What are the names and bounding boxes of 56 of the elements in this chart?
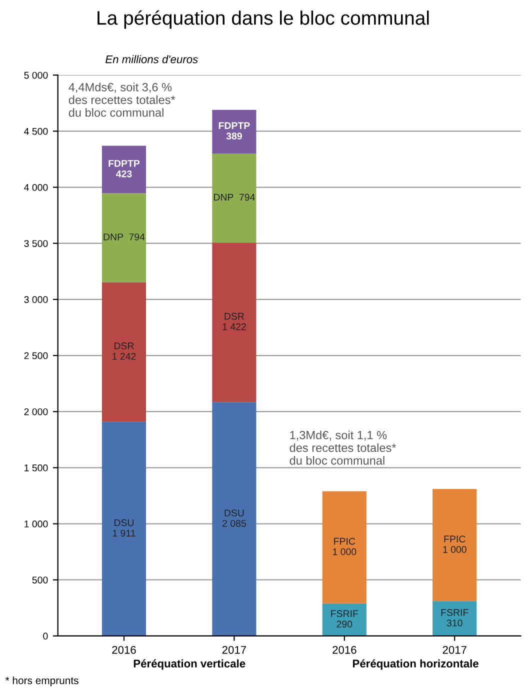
series-label: FDPTP — [218, 122, 250, 129]
series-label: FSRIF — [331, 610, 358, 618]
text: DNP 794 — [104, 233, 145, 240]
data-label: 1 422 — [222, 323, 246, 330]
x-tick-label: 2017 — [442, 646, 466, 654]
bar — [432, 489, 477, 602]
data-label: 290 — [336, 620, 352, 628]
text: DSR — [224, 312, 244, 320]
text: DSU — [114, 519, 134, 526]
data-label: 1 911 — [112, 530, 136, 537]
data-label: 1 000 — [332, 548, 356, 556]
text: En millions d'euros — [106, 55, 198, 64]
text: FPIC — [444, 536, 466, 542]
data-label: 389 — [226, 132, 242, 140]
y-tick-label: 0 — [43, 632, 48, 640]
y-tick-label: 4 000 — [24, 184, 48, 191]
data-label: 1 242 — [112, 352, 136, 360]
series-label: DSU — [224, 510, 244, 516]
chart-title: La péréquation dans le bloc communal — [98, 10, 429, 29]
bar — [322, 491, 366, 604]
text: Péréquation verticale — [134, 659, 246, 670]
text: DNP 794 — [214, 194, 255, 201]
bar — [212, 402, 256, 636]
text: FDPTP — [108, 160, 140, 167]
y-tick-label: 3 000 — [24, 296, 48, 304]
bar — [432, 601, 477, 636]
bar — [322, 603, 366, 636]
y-tick-label: 1 000 — [24, 520, 48, 528]
bar — [212, 154, 256, 243]
series-label: FPIC — [334, 538, 356, 545]
x-tick-label: 2016 — [332, 646, 356, 654]
bar — [102, 282, 146, 422]
text: * hors emprunts — [5, 676, 78, 686]
x-tick-label: 2016 — [112, 646, 136, 654]
text: Péréquation horizontale — [353, 659, 478, 670]
annotation: 1,3Md€, soit 1,1 % des recettes totales* du bloc communal — [290, 430, 396, 465]
data-label: 1 000 — [443, 546, 466, 553]
data-label: 310 — [446, 620, 462, 626]
series-label: DSR — [114, 342, 134, 350]
annotation: 4,4Mds€, soit 3,6 % des recettes totales* du bloc communal — [68, 82, 176, 117]
y-tick-label: 1 500 — [24, 464, 48, 472]
data-label: 2 085 — [222, 520, 246, 527]
text: FSRIF — [441, 609, 468, 616]
y-tick-label: 500 — [32, 576, 48, 584]
bar — [102, 422, 146, 636]
y-tick-label: 4 500 — [24, 128, 48, 135]
y-tick-label: 2 000 — [24, 408, 48, 416]
bar — [212, 110, 256, 154]
bar — [212, 242, 256, 402]
y-tick-label: 2 500 — [24, 352, 48, 360]
y-tick-label: 5 000 — [24, 72, 48, 79]
x-tick-label: 2017 — [222, 646, 246, 654]
data-label: 423 — [116, 170, 132, 178]
bar — [102, 146, 146, 194]
y-tick-label: 3 500 — [24, 240, 48, 247]
bar — [102, 193, 146, 282]
